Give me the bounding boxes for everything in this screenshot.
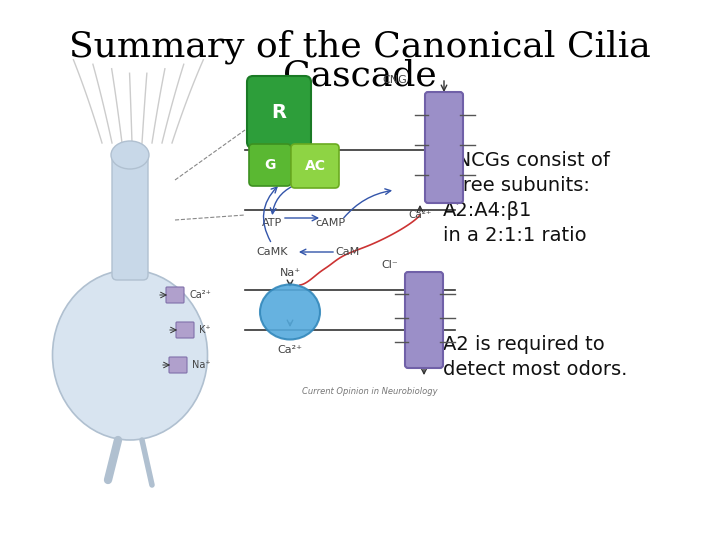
Ellipse shape	[260, 285, 320, 340]
Text: Ca²⁺: Ca²⁺	[189, 290, 211, 300]
FancyBboxPatch shape	[176, 322, 194, 338]
FancyBboxPatch shape	[169, 357, 187, 373]
Text: Na⁺: Na⁺	[279, 268, 300, 278]
FancyBboxPatch shape	[249, 144, 291, 186]
Text: CaM: CaM	[336, 247, 360, 257]
Text: AC: AC	[305, 159, 325, 173]
Text: G: G	[264, 158, 276, 172]
Text: Current Opinion in Neurobiology: Current Opinion in Neurobiology	[302, 388, 438, 396]
FancyBboxPatch shape	[166, 287, 184, 303]
FancyBboxPatch shape	[112, 155, 148, 280]
Text: K⁺: K⁺	[199, 325, 211, 335]
Text: Na⁺: Na⁺	[192, 360, 211, 370]
FancyBboxPatch shape	[247, 76, 311, 148]
Text: cAMP: cAMP	[315, 218, 345, 228]
Text: CNG: CNG	[382, 75, 408, 85]
Text: Summary of the Canonical Cilia: Summary of the Canonical Cilia	[69, 30, 651, 64]
Text: ATP: ATP	[262, 218, 282, 228]
Text: A2 is required to
detect most odors.: A2 is required to detect most odors.	[443, 335, 627, 379]
Ellipse shape	[111, 141, 149, 169]
Text: Ca²⁺: Ca²⁺	[277, 345, 302, 355]
Text: CaMK: CaMK	[256, 247, 288, 257]
Text: Cascade: Cascade	[283, 58, 437, 92]
Text: R: R	[271, 103, 287, 122]
Text: CNCGs consist of
three subunits:
A2:A4:β1
in a 2:1:1 ratio: CNCGs consist of three subunits: A2:A4:β…	[443, 151, 610, 245]
FancyBboxPatch shape	[425, 92, 463, 203]
FancyBboxPatch shape	[291, 144, 339, 188]
Text: Ca²⁺: Ca²⁺	[408, 210, 431, 220]
Ellipse shape	[53, 270, 207, 440]
FancyBboxPatch shape	[405, 272, 443, 368]
Text: Cl⁻: Cl⁻	[382, 260, 398, 270]
